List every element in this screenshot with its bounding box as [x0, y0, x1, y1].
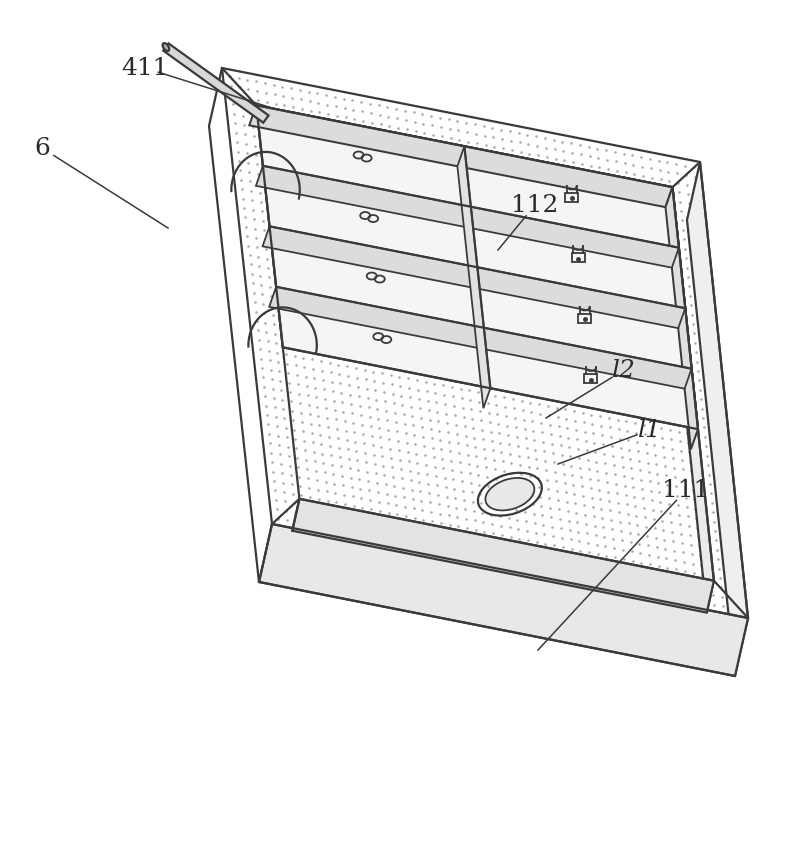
Polygon shape — [687, 162, 748, 676]
Polygon shape — [269, 287, 691, 389]
Text: 411: 411 — [121, 57, 169, 79]
Text: 112: 112 — [511, 193, 558, 217]
Polygon shape — [666, 187, 698, 449]
Polygon shape — [163, 43, 268, 122]
Polygon shape — [259, 524, 748, 676]
Bar — [572, 253, 585, 262]
Text: l1: l1 — [638, 419, 662, 441]
Bar — [578, 314, 591, 323]
Polygon shape — [263, 226, 685, 328]
Polygon shape — [666, 187, 714, 613]
Text: 6: 6 — [34, 137, 50, 160]
Polygon shape — [457, 146, 490, 408]
Polygon shape — [256, 106, 698, 430]
Polygon shape — [256, 165, 679, 268]
Ellipse shape — [163, 43, 169, 51]
Ellipse shape — [485, 478, 534, 511]
Polygon shape — [249, 106, 673, 207]
Text: l2: l2 — [612, 359, 636, 381]
Bar — [566, 193, 578, 202]
Bar — [585, 375, 598, 383]
Text: 111: 111 — [662, 479, 710, 501]
Polygon shape — [292, 499, 714, 613]
